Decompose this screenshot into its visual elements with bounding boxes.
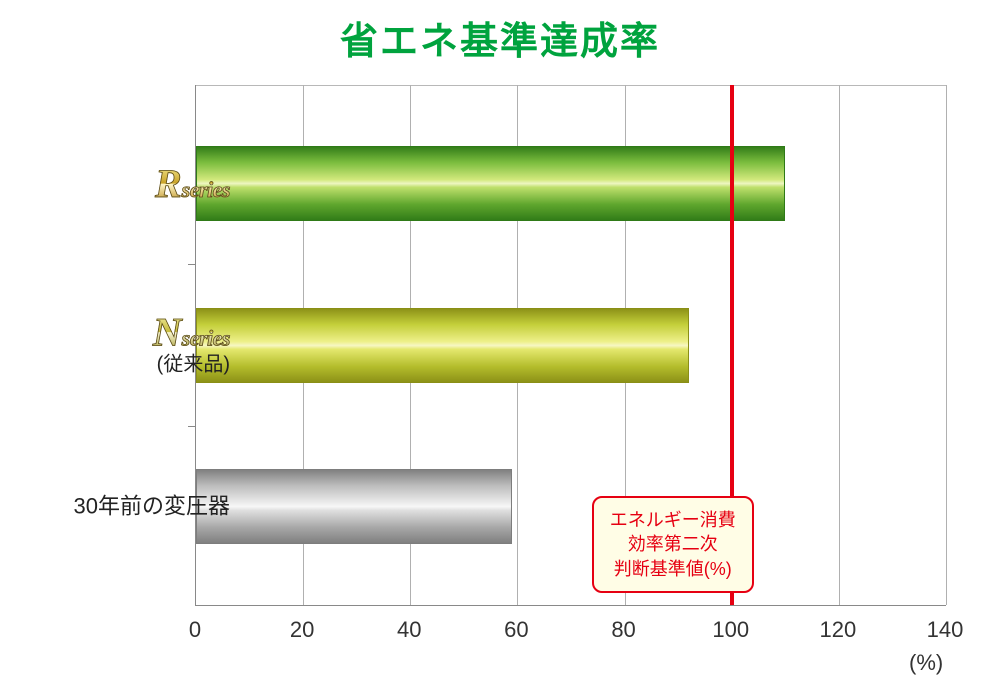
x-tick-label: 120 (819, 617, 856, 643)
reference-callout: エネルギー消費効率第二次判断基準値(%) (592, 496, 754, 593)
y-minor-tick (188, 264, 196, 265)
bar-old_30y (196, 469, 512, 544)
x-tick-label: 40 (397, 617, 421, 643)
x-axis-unit: (%) (909, 650, 943, 676)
x-tick-label: 20 (290, 617, 314, 643)
x-tick-label: 140 (927, 617, 964, 643)
category-label-old_30y: 30年前の変圧器 (74, 492, 230, 520)
chart-plot-area: エネルギー消費効率第二次判断基準値(%) (195, 85, 946, 606)
gridline (839, 85, 840, 605)
bar-n_series (196, 308, 689, 383)
x-tick-label: 80 (611, 617, 635, 643)
x-tick-label: 60 (504, 617, 528, 643)
category-label-n_series: Nseries(従来品) (153, 313, 230, 378)
category-label-r_series: Rseries (155, 164, 230, 204)
x-tick-label: 100 (712, 617, 749, 643)
gridline (946, 85, 947, 605)
y-minor-tick (188, 426, 196, 427)
chart-title: 省エネ基準達成率 (0, 10, 1000, 65)
x-tick-label: 0 (189, 617, 201, 643)
bar-r_series (196, 146, 785, 221)
page-root: 省エネ基準達成率 エネルギー消費効率第二次判断基準値(%) Rseries Nse… (0, 0, 1000, 700)
